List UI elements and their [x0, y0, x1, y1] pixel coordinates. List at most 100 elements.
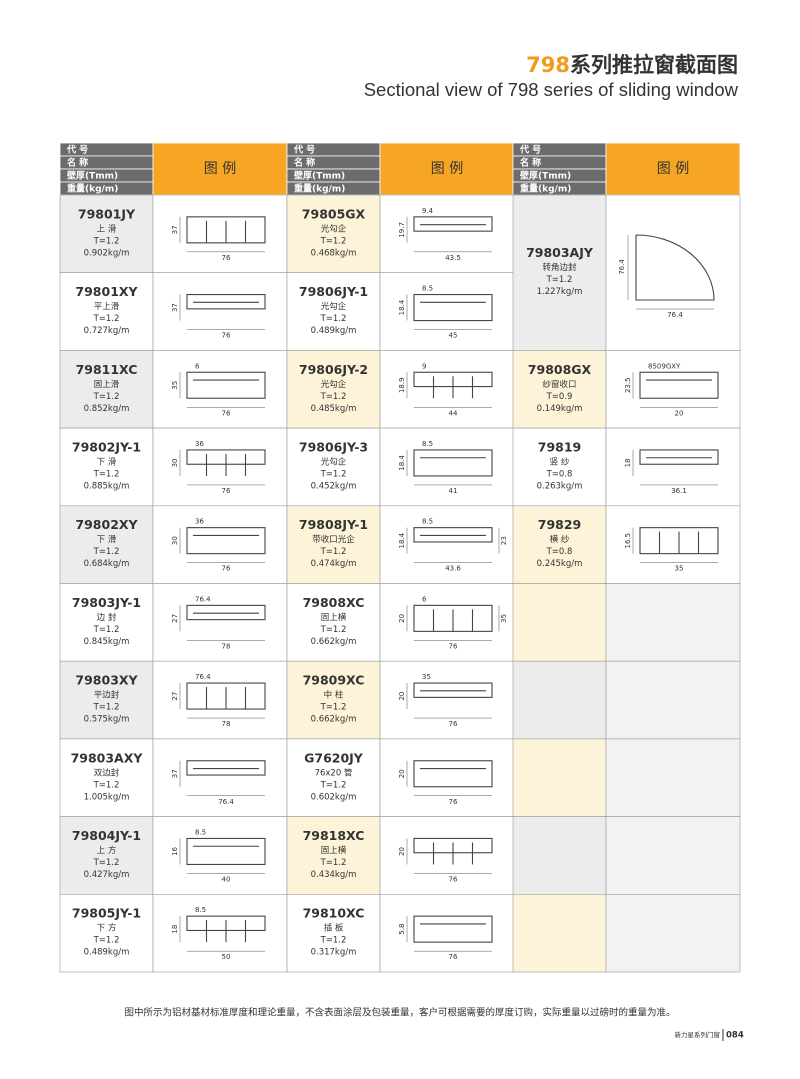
profile-outline	[639, 371, 719, 399]
empty-code-cell	[512, 738, 607, 817]
dimension-label: 36	[195, 518, 204, 526]
profile-code: 79801JY	[78, 206, 136, 221]
dimension-label: 30	[171, 458, 179, 467]
figure-header-label: 图 例	[657, 161, 689, 177]
dimension-label: 18.9	[398, 377, 406, 393]
code-cell	[59, 893, 154, 973]
profile-outline	[186, 527, 266, 555]
profile-thickness: T=1.2	[93, 469, 120, 479]
profile-thickness: T=1.2	[93, 314, 120, 324]
dimension-label: 37	[171, 303, 179, 312]
profile-weight: 0.852kg/m	[84, 404, 130, 414]
profile-outline	[186, 760, 266, 776]
profile-thickness: T=1.2	[93, 858, 120, 868]
profile-code: 79804JY-1	[72, 828, 141, 843]
code-cell	[59, 194, 154, 273]
dimension-label: 19.7	[398, 222, 406, 238]
dimension-label: 36.1	[671, 487, 687, 495]
code-cell	[59, 427, 154, 507]
page-title: 798系列推拉窗截面图	[526, 53, 738, 77]
empty-figure-cell	[605, 738, 741, 817]
header-label: 代 号	[293, 144, 315, 156]
profile-code: 79802XY	[75, 517, 138, 532]
empty-code-cell	[512, 816, 607, 895]
profile-weight: 0.662kg/m	[311, 637, 357, 647]
profile-outline	[413, 760, 493, 788]
code-cell	[59, 350, 154, 429]
dimension-label: 8.5	[422, 285, 433, 293]
figure-cell	[379, 505, 515, 584]
profile-weight: 0.452kg/m	[311, 481, 357, 491]
footer-note: 图中所示为铝材基材标准厚度和理论重量，不含表面涂层及包装重量，客户可根据需要的厚…	[124, 1007, 675, 1019]
profile-outline	[413, 915, 493, 943]
profile-name: 平边封	[94, 690, 120, 701]
profile-thickness: T=1.2	[93, 625, 120, 635]
figure-header-label: 图 例	[204, 161, 236, 177]
profile-name: 边 封	[97, 612, 117, 623]
profile-thickness: T=1.2	[320, 469, 347, 479]
header-label: 壁厚(Tmm)	[294, 170, 345, 182]
profile-outline	[186, 293, 266, 310]
dimension-label: 20	[398, 614, 406, 623]
profile-thickness: T=1.2	[93, 936, 120, 946]
figure-cell	[152, 738, 288, 817]
profile-thickness: T=1.2	[93, 703, 120, 713]
profile-weight: 0.149kg/m	[537, 404, 583, 414]
profile-name: 纱窗收口	[542, 379, 576, 390]
profile-weight: 0.485kg/m	[311, 404, 357, 414]
dimension-label: 76.4	[195, 595, 211, 603]
profile-code: 79803JY-1	[72, 595, 141, 610]
dimension-label: 76	[222, 409, 231, 417]
page-subtitle: Sectional view of 798 series of sliding …	[364, 79, 739, 100]
profile-weight: 0.245kg/m	[537, 559, 583, 569]
figure-cell	[152, 893, 288, 973]
profile-name: 下 滑	[97, 534, 117, 545]
profile-name: 光勾企	[321, 379, 347, 390]
profile-thickness: T=1.2	[320, 780, 347, 790]
dimension-label: 30	[171, 536, 179, 545]
profile-name: 竖 纱	[550, 457, 570, 467]
profile-name: 横 纱	[550, 534, 570, 545]
dimension-label: 18	[624, 458, 632, 467]
profile-name: 下 滑	[97, 456, 117, 467]
profile-thickness: T=1.2	[93, 392, 120, 402]
profile-code: 79808XC	[303, 595, 365, 610]
profile-code: 79802JY-1	[72, 439, 141, 454]
figure-cell	[605, 194, 741, 351]
dimension-label: 23.5	[624, 377, 632, 393]
profile-weight: 0.317kg/m	[311, 948, 357, 958]
profile-weight: 0.468kg/m	[311, 248, 357, 258]
figure-cell	[152, 272, 288, 351]
profile-thickness: T=1.2	[93, 780, 120, 790]
empty-figure-cell	[605, 816, 741, 895]
empty-figure-cell	[605, 660, 741, 740]
profile-weight: 1.005kg/m	[84, 792, 130, 802]
dimension-label: 76	[449, 953, 458, 961]
profile-name: 带收口光企	[312, 534, 355, 545]
profile-name: 上 方	[97, 845, 117, 856]
code-cell	[286, 816, 381, 895]
dimension-label: 35	[675, 565, 684, 573]
dimension-label: 35	[171, 381, 179, 390]
dimension-label: 6	[422, 595, 427, 603]
dimension-label: 76.4	[618, 259, 626, 275]
profile-code: 79819	[538, 439, 582, 454]
profile-code: 79803AXY	[71, 750, 144, 765]
profile-thickness: T=1.2	[320, 703, 347, 713]
header-label: 代 号	[66, 144, 88, 156]
profile-code: 79805JY-1	[72, 906, 141, 921]
profile-thickness: T=1.2	[93, 236, 120, 246]
dimension-label: 37	[171, 769, 179, 778]
profile-weight: 0.575kg/m	[84, 715, 130, 725]
profile-outline	[635, 234, 715, 301]
dimension-label: 76	[449, 720, 458, 728]
figure-header	[152, 142, 288, 196]
profile-weight: 0.885kg/m	[84, 481, 130, 491]
profile-code: 79818XC	[303, 828, 365, 843]
profile-thickness: T=1.2	[320, 936, 347, 946]
profile-weight: 0.845kg/m	[84, 637, 130, 647]
code-cell	[59, 272, 154, 351]
empty-code-cell	[512, 660, 607, 740]
dimension-label: 44	[449, 409, 458, 417]
